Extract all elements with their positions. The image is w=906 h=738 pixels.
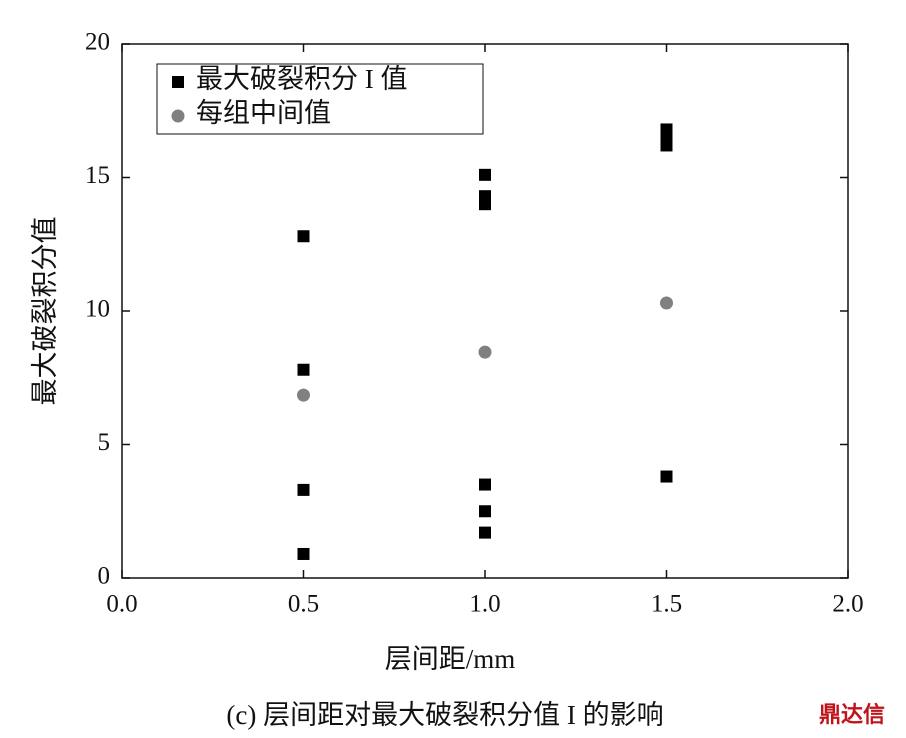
y-tick-label: 0 xyxy=(98,563,111,590)
point xyxy=(479,168,491,181)
x-tick-label: 0.5 xyxy=(288,591,319,618)
y-tick-label: 20 xyxy=(85,29,110,56)
y-tick-label: 5 xyxy=(98,429,111,456)
y-tick-label: 15 xyxy=(85,162,110,189)
point xyxy=(660,139,673,152)
legend-marker xyxy=(172,76,184,88)
legend-box xyxy=(156,63,484,135)
x-tick-label: 2.0 xyxy=(832,591,863,618)
point xyxy=(297,230,310,243)
caption: (c) 层间距对最大破裂积分值 I 的影响 xyxy=(226,700,663,730)
watermark: 鼎达信 xyxy=(819,702,885,728)
legend-label: 每组中间值 xyxy=(196,98,331,128)
legend-marker xyxy=(171,109,185,123)
point xyxy=(479,198,491,211)
x-axis-label: 层间距/mm xyxy=(385,644,516,674)
x-tick-label: 1.5 xyxy=(651,591,682,618)
x-tick-label: 0.0 xyxy=(106,591,137,618)
point xyxy=(478,345,492,359)
legend-label: 最大破裂积分 I 值 xyxy=(196,64,408,94)
x-tick-label: 1.0 xyxy=(469,591,500,618)
point xyxy=(479,478,491,491)
point xyxy=(297,483,310,496)
point xyxy=(479,505,491,518)
point xyxy=(297,363,310,376)
point xyxy=(297,388,310,402)
point xyxy=(660,470,673,483)
point xyxy=(479,526,491,539)
point xyxy=(297,547,310,560)
y-axis-label: 最大破裂积分值 xyxy=(30,217,60,406)
point xyxy=(660,296,673,310)
y-tick-label: 10 xyxy=(85,296,110,323)
